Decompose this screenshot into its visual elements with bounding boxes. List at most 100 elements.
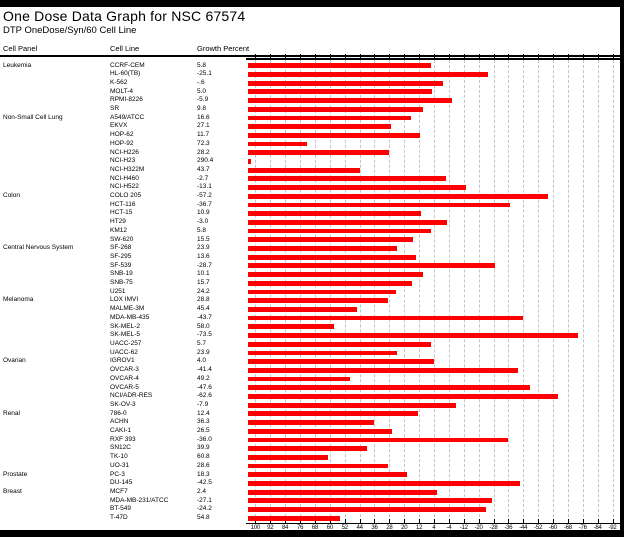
- growth-percent-value: -47.6: [197, 383, 212, 391]
- growth-bar: [248, 185, 466, 190]
- table-row: NCI-H322M 43.7: [0, 166, 620, 175]
- axis-tick-mark: [612, 518, 614, 523]
- growth-bar: [248, 341, 431, 347]
- growth-bar: [248, 350, 397, 356]
- gridline: [523, 60, 525, 522]
- axis-tick-mark: [359, 53, 361, 58]
- axis-tick-mark: [463, 518, 465, 523]
- table-row: SK-MEL-5 -73.5: [0, 331, 620, 340]
- axis-tick-mark: [434, 518, 435, 523]
- axis-tick-label: -52: [534, 524, 543, 531]
- table-row: MDA-MB-231/ATCC -27.1: [0, 497, 620, 506]
- panel-name: Prostate: [3, 470, 28, 478]
- growth-percent-value: 15.7: [197, 279, 210, 287]
- cell-line-name: DU-145: [110, 479, 133, 487]
- table-row: SK-MEL-2 58.0: [0, 323, 620, 332]
- growth-bar: [248, 106, 424, 112]
- cell-line-name: SK-MEL-2: [110, 322, 140, 330]
- cell-line-rows: Leukemia CCRF-CEM 5.8 HL-60(TB) -25.1 K-562 -.…: [0, 62, 620, 523]
- axis-tick-mark: [508, 518, 510, 523]
- axis-tick-label: 76: [296, 524, 304, 531]
- cell-line-name: TK-10: [110, 453, 128, 461]
- panel-name: Ovarian: [3, 357, 26, 365]
- cell-line-name: KM12: [110, 226, 127, 234]
- column-header-cell-panel: Cell Panel: [3, 44, 38, 53]
- growth-percent-value: 58.0: [197, 322, 210, 330]
- growth-percent-value: 60.8: [197, 453, 210, 461]
- cell-line-name: CAKI-1: [110, 427, 131, 435]
- growth-bar: [248, 489, 437, 495]
- cell-line-name: SK-MEL-5: [110, 331, 140, 339]
- growth-bar: [248, 446, 368, 452]
- table-row: SN12C 39.9: [0, 444, 620, 453]
- panel-name: Renal: [3, 409, 20, 417]
- axis-tick-label: -60: [548, 524, 558, 531]
- bottom-frame-bar: [0, 530, 624, 537]
- cell-line-name: MCF7: [110, 487, 128, 495]
- cell-line-name: MALME-3M: [110, 305, 145, 313]
- axis-tick-label: 12: [415, 524, 423, 531]
- table-row: RXF 393 -36.0: [0, 436, 620, 445]
- growth-percent-value: 26.5: [197, 427, 210, 435]
- table-row: SF-539 -28.7: [0, 262, 620, 271]
- gridline: [448, 60, 450, 522]
- growth-bar: [248, 89, 433, 95]
- table-row: Leukemia CCRF-CEM 5.8: [0, 62, 620, 71]
- axis-tick-mark: [582, 53, 584, 58]
- axis-tick-mark: [508, 53, 510, 58]
- growth-percent-value: 13.6: [197, 252, 210, 260]
- growth-bar: [248, 359, 434, 364]
- axis-tick-mark: [389, 518, 391, 523]
- axis-tick-label: -68: [563, 524, 572, 531]
- growth-percent-value: 45.4: [197, 305, 210, 313]
- table-row: EKVX 27.1: [0, 122, 620, 131]
- panel-name: Central Nervous System: [3, 244, 74, 252]
- growth-bar: [248, 167, 361, 173]
- plot-top-border: [246, 57, 620, 60]
- axis-tick-mark: [493, 53, 495, 58]
- right-frame-bar: [620, 0, 624, 537]
- axis-tick-mark: [567, 518, 569, 523]
- top-frame-bar: [0, 0, 624, 7]
- growth-percent-value: 28.6: [197, 461, 210, 469]
- axis-tick-label: -4: [446, 524, 452, 531]
- axis-tick-label: -76: [578, 524, 587, 531]
- growth-percent-value: 5.8: [197, 61, 207, 69]
- table-row: SF-295 13.6: [0, 253, 620, 262]
- growth-bar: [248, 132, 420, 138]
- growth-percent-value: 15.5: [197, 235, 210, 243]
- axis-tick-mark: [597, 53, 599, 58]
- axis-tick-mark: [582, 518, 584, 523]
- growth-percent-value: 28.2: [197, 148, 210, 156]
- cell-line-name: UO-31: [110, 461, 130, 469]
- axis-tick-mark: [344, 518, 346, 523]
- growth-percent-value: -24.2: [197, 505, 212, 513]
- table-row: Colon COLO 205 -57.2: [0, 192, 620, 201]
- cell-line-name: HOP-92: [110, 139, 134, 147]
- growth-bar: [248, 254, 417, 260]
- growth-percent-value: 10.9: [197, 209, 210, 217]
- cell-line-name: RXF 393: [110, 435, 136, 443]
- cell-line-name: SF-295: [110, 252, 132, 260]
- cell-line-name: NCI-H460: [110, 174, 139, 182]
- growth-percent-value: -36.7: [197, 200, 212, 208]
- growth-bar: [248, 428, 393, 434]
- table-row: HL-60(TB) -25.1: [0, 70, 620, 79]
- axis-tick-mark: [404, 518, 406, 523]
- cell-line-name: SW-620: [110, 235, 134, 243]
- axis-tick-label: -20: [474, 524, 483, 531]
- growth-percent-value: -62.6: [197, 392, 212, 400]
- cell-line-name: PC-3: [110, 470, 125, 478]
- cell-line-name: 786-0: [110, 409, 127, 417]
- table-row: KM12 5.8: [0, 227, 620, 236]
- axis-tick-mark: [359, 518, 361, 523]
- cell-line-name: RPMI-8226: [110, 96, 143, 104]
- cell-line-name: OVCAR-4: [110, 374, 139, 382]
- cell-line-name: T-47D: [110, 514, 128, 522]
- growth-percent-value: 23.9: [197, 348, 210, 356]
- table-row: BT-549 -24.2: [0, 505, 620, 514]
- plot-axis-line: [246, 522, 620, 524]
- panel-name: Breast: [3, 487, 22, 495]
- table-row: K-562 -.6: [0, 79, 620, 88]
- growth-bar: [248, 498, 492, 504]
